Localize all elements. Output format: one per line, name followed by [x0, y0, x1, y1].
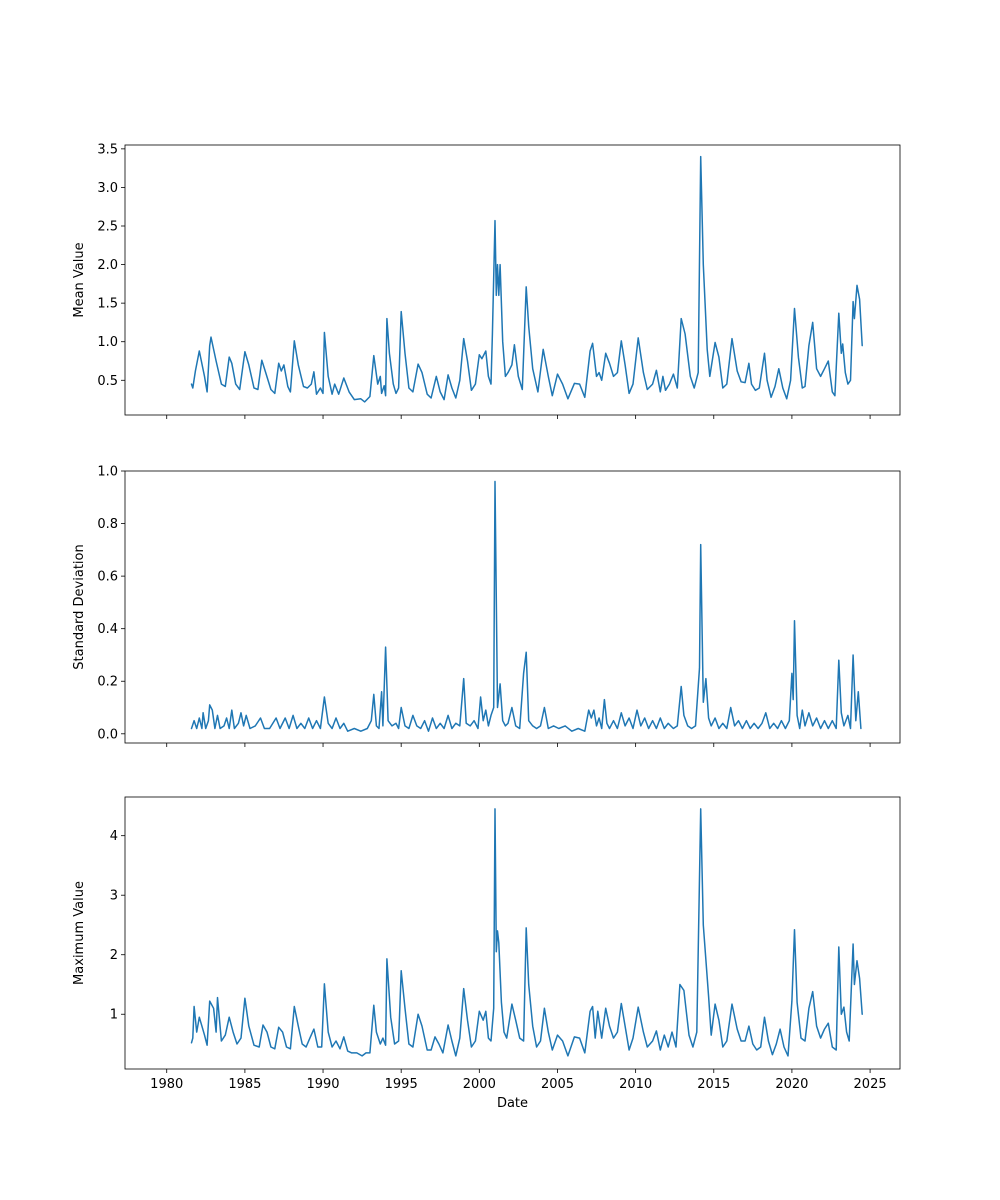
x-tick-label: 1980 — [150, 1077, 183, 1092]
y-tick-label: 3.5 — [97, 142, 118, 157]
y-axis-label: Mean Value — [72, 242, 87, 317]
y-tick-label: 3.0 — [97, 181, 118, 196]
x-tick-label: 1990 — [306, 1077, 339, 1092]
x-tick-label: 2000 — [463, 1077, 496, 1092]
y-tick-label: 0.5 — [97, 374, 118, 389]
series-line — [190, 480, 862, 732]
y-tick-label: 2 — [110, 948, 118, 963]
y-tick-label: 0.6 — [97, 570, 118, 585]
y-tick-label: 0.2 — [97, 675, 118, 690]
y-tick-label: 2.0 — [97, 258, 118, 273]
y-tick-label: 1.0 — [97, 465, 118, 480]
x-tick-label: 2020 — [775, 1077, 808, 1092]
x-tick-label: 2010 — [619, 1077, 652, 1092]
subplot-standard-deviation: 0.0 0.2 0.4 0.6 0.8 1.0 Standard Deviation — [72, 465, 901, 747]
x-tick-label: 1985 — [228, 1077, 261, 1092]
subplot-maximum-value: 1 2 3 4 1980 1985 1990 1995 2000 2005 2010 2015 2020… — [72, 796, 901, 1111]
y-tick-label: 1.5 — [97, 297, 118, 312]
axes-frame — [124, 470, 901, 744]
y-tick-label: 0.0 — [97, 727, 118, 742]
x-axis-label: Date — [497, 1096, 528, 1111]
axes-frame — [124, 796, 901, 1070]
y-tick-label: 4 — [110, 829, 118, 844]
y-axis-label: Standard Deviation — [72, 544, 87, 669]
axes-frame — [124, 144, 901, 416]
y-tick-label: 1 — [110, 1008, 118, 1023]
y-tick-label: 1.0 — [97, 335, 118, 350]
y-axis-label: Maximum Value — [72, 881, 87, 985]
series-line — [190, 808, 863, 1057]
y-tick-label: 0.4 — [97, 622, 118, 637]
series-line — [190, 155, 863, 403]
x-tick-label: 1995 — [385, 1077, 418, 1092]
x-tick-label: 2005 — [541, 1077, 574, 1092]
subplot-mean-value: 0.5 1.0 1.5 2.0 2.5 3.0 3.5 Mean Value — [72, 142, 901, 419]
y-tick-label: 0.8 — [97, 517, 118, 532]
y-tick-label: 2.5 — [97, 220, 118, 235]
x-tick-label: 2025 — [854, 1077, 887, 1092]
x-tick-label: 2015 — [697, 1077, 730, 1092]
y-tick-label: 3 — [110, 889, 118, 904]
